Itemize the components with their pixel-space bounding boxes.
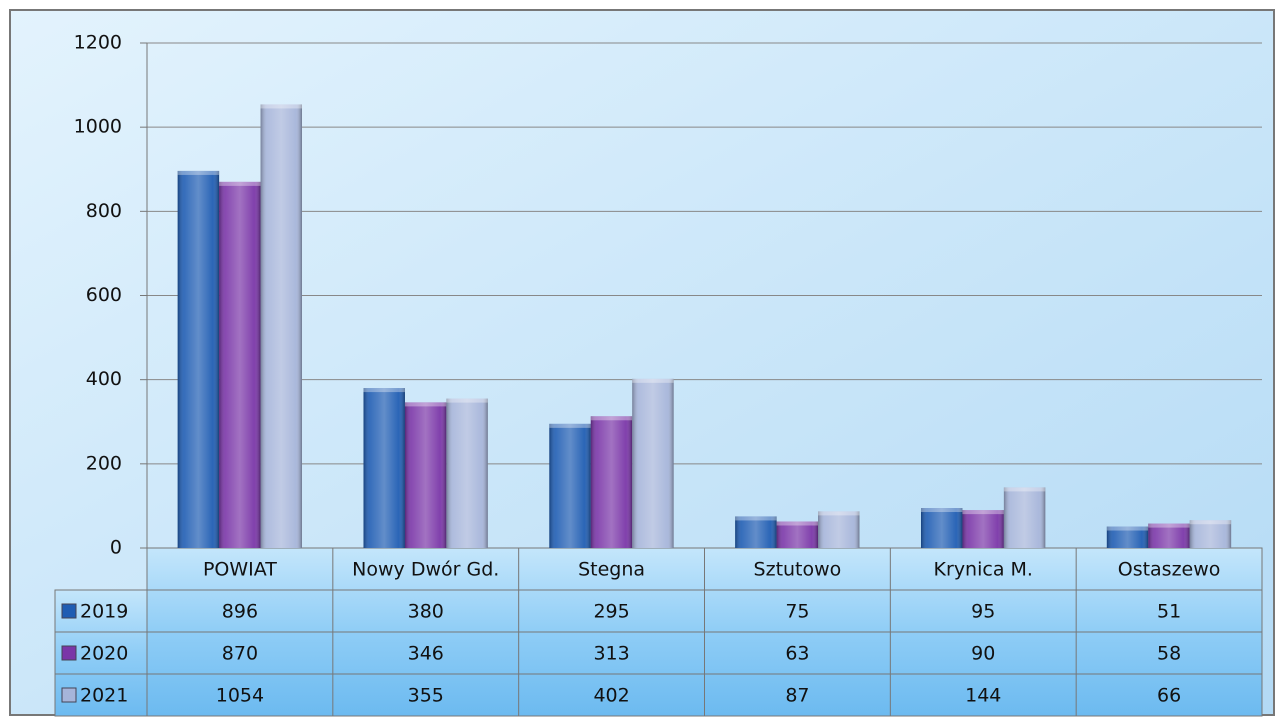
table-value: 1054: [216, 685, 264, 707]
bar-shading: [632, 378, 674, 548]
table-value: 313: [593, 643, 629, 665]
bar-shading: [219, 181, 261, 548]
bar-cap: [962, 510, 1004, 515]
bar-shading: [590, 416, 633, 548]
table-value: 346: [408, 643, 444, 665]
bar-cap: [363, 388, 405, 393]
y-tick-label: 0: [110, 537, 122, 559]
table-value: 51: [1157, 601, 1181, 623]
legend-label: 2021: [80, 685, 128, 707]
table-value: 144: [965, 685, 1001, 707]
table-value: 87: [785, 685, 809, 707]
y-tick-label: 400: [86, 368, 122, 390]
legend-label: 2020: [80, 643, 128, 665]
legend-key: [61, 687, 77, 703]
bar-cap: [735, 516, 777, 521]
table-value: 75: [785, 601, 809, 623]
x-tick-label: Sztutowo: [754, 559, 842, 581]
y-tick-label: 800: [86, 200, 122, 222]
table-value: 95: [971, 601, 995, 623]
bar-shading: [1189, 520, 1232, 548]
x-tick-label: Nowy Dwór Gd.: [352, 559, 499, 581]
bar-cap: [549, 423, 591, 428]
bar-shading: [1106, 526, 1149, 548]
table-value: 63: [785, 643, 809, 665]
table-value: 870: [222, 643, 258, 665]
table-value: 90: [971, 643, 995, 665]
bar-shading: [735, 516, 777, 548]
x-tick-label: Stegna: [578, 559, 645, 581]
bar-cap: [818, 511, 860, 516]
bar-cap: [404, 402, 447, 407]
bar-shading: [446, 398, 488, 548]
legend-key: [61, 645, 77, 661]
table-value: 896: [222, 601, 258, 623]
bar-cap: [219, 181, 261, 186]
bar-shading: [363, 388, 405, 548]
y-tick-label: 1200: [74, 32, 122, 54]
x-tick-label: POWIAT: [203, 559, 277, 581]
y-tick-label: 600: [86, 284, 122, 306]
bar-cap: [1148, 523, 1190, 528]
bar-cap: [177, 170, 220, 175]
bar-shading: [920, 508, 963, 548]
bar-cap: [920, 508, 963, 513]
table-value: 355: [408, 685, 444, 707]
bar-shading: [404, 402, 447, 548]
bar-cap: [632, 378, 674, 383]
bar-shading: [818, 511, 860, 548]
bar-shading: [549, 423, 591, 548]
bar-shading: [177, 170, 220, 548]
bar-shading: [260, 104, 302, 549]
bar-cap: [446, 398, 488, 403]
bar-cap: [590, 416, 633, 421]
legend-label: 2019: [80, 601, 128, 623]
bar-cap: [260, 104, 302, 109]
bar-cap: [1189, 520, 1232, 525]
legend-key: [61, 603, 77, 619]
table-value: 58: [1157, 643, 1181, 665]
y-tick-label: 1000: [74, 116, 122, 138]
bar-shading: [962, 510, 1004, 548]
y-tick-label: 200: [86, 452, 122, 474]
x-tick-label: Krynica M.: [934, 559, 1033, 581]
bar-cap: [1003, 487, 1046, 492]
table-value: 66: [1157, 685, 1181, 707]
x-tick-label: Ostaszewo: [1118, 559, 1221, 581]
table-value: 380: [408, 601, 444, 623]
bar-cap: [776, 521, 819, 526]
table-value: 402: [593, 685, 629, 707]
table-value: 295: [593, 601, 629, 623]
bar-shading: [776, 521, 819, 548]
bar-shading: [1003, 487, 1046, 548]
bar-cap: [1106, 526, 1149, 531]
bar-shading: [1148, 523, 1190, 548]
